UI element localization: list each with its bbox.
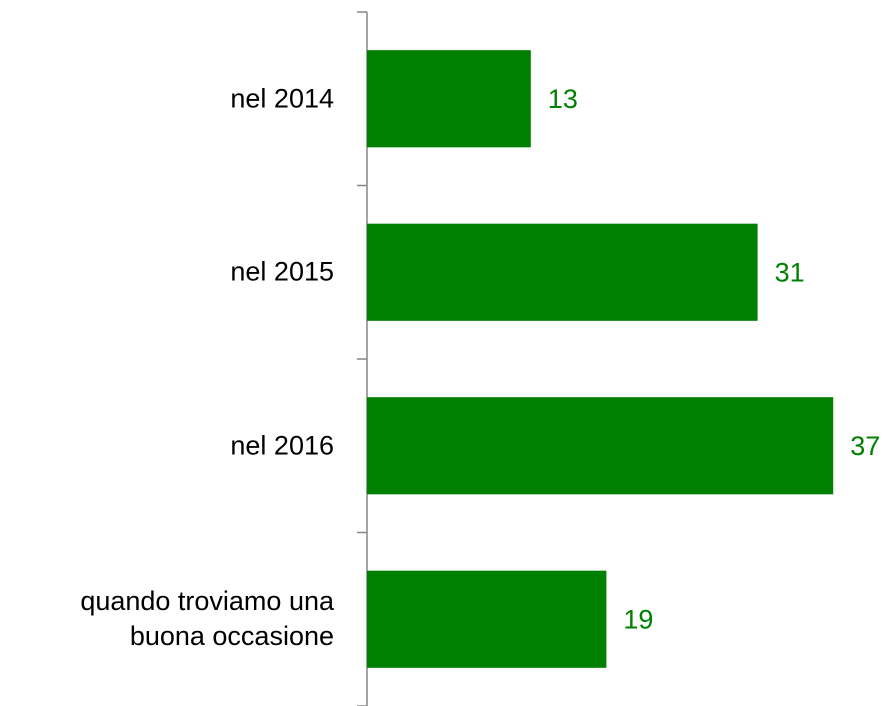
bar <box>367 223 758 321</box>
value-label: 13 <box>548 84 578 114</box>
value-label: 37 <box>850 431 880 461</box>
value-label: 19 <box>623 604 653 634</box>
category-label: quando troviamo una buona occasione <box>80 586 334 652</box>
bar <box>367 397 834 495</box>
bar <box>367 50 531 148</box>
category-label: nel 2015 <box>230 256 334 287</box>
bar <box>367 570 607 668</box>
category-label: nel 2016 <box>230 430 334 461</box>
value-label: 31 <box>775 257 805 287</box>
category-label: nel 2014 <box>230 83 334 114</box>
